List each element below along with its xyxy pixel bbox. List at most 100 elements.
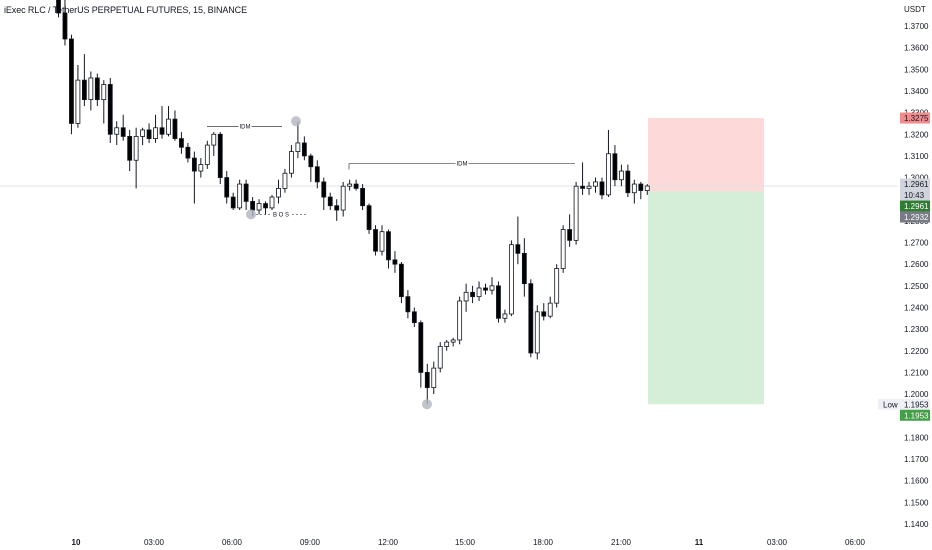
- bullish-candle-body: [347, 183, 353, 187]
- price-tick-label: 1.2300: [904, 325, 929, 334]
- bearish-candle-body: [366, 205, 372, 230]
- price-tick-label: 1.3700: [904, 22, 929, 31]
- candle: [198, 158, 204, 178]
- candle: [327, 192, 333, 211]
- idm-label-1: IDM: [240, 125, 251, 131]
- candle: [179, 132, 184, 154]
- stop-loss-zone[interactable]: [648, 118, 764, 192]
- candle: [457, 296, 463, 345]
- candle: [366, 203, 372, 234]
- candle: [81, 54, 87, 107]
- bullish-candle-body: [476, 287, 482, 298]
- bearish-candle-body: [612, 153, 618, 181]
- bullish-candle-body: [437, 346, 443, 369]
- candle: [502, 309, 508, 323]
- bearish-candle-body: [224, 177, 230, 198]
- bearish-candle-body: [263, 203, 268, 209]
- bearish-candle-body: [127, 136, 133, 161]
- bearish-candle-body: [599, 181, 605, 196]
- time-tick-label: 10: [72, 538, 81, 547]
- take-profit-zone[interactable]: [648, 191, 764, 405]
- bullish-candle-body: [534, 311, 540, 354]
- candle: [88, 71, 94, 111]
- bullish-candle-body: [340, 185, 346, 211]
- price-axis[interactable]: USDT1.37001.36001.35001.34001.33001.3200…: [904, 5, 929, 529]
- bearish-candle-body: [217, 133, 223, 178]
- bearish-candle-body: [321, 181, 327, 198]
- bullish-candle-body: [198, 164, 204, 172]
- candle: [463, 283, 469, 312]
- bearish-candle-body: [185, 146, 191, 159]
- candle: [470, 285, 475, 304]
- candle: [638, 181, 644, 200]
- currency-label: USDT: [904, 5, 926, 14]
- candle: [185, 142, 191, 163]
- bullish-candle-body: [547, 302, 553, 317]
- low-caption-value: 1.1953: [904, 400, 929, 409]
- bearish-candle-body: [172, 118, 178, 139]
- bearish-candle-body: [334, 205, 340, 211]
- time-tick-label: 12:00: [378, 538, 399, 547]
- target-price-tag-bg: [900, 112, 930, 124]
- stop-price-tag: 1.2932: [900, 211, 930, 223]
- price-tick-label: 1.1400: [904, 520, 929, 529]
- candle: [347, 179, 353, 191]
- time-axis[interactable]: 10 03:00 06:00 09:00 12:00 15:00 18:00 21:00 11 0…: [72, 538, 866, 547]
- bearish-candle-body: [638, 183, 644, 191]
- candle: [308, 153, 314, 182]
- bearish-candle-body: [386, 231, 391, 261]
- candle: [580, 162, 585, 195]
- bearish-candle-body: [405, 296, 411, 313]
- idm-label-2: IDM: [457, 161, 468, 167]
- bullish-candle-body: [88, 77, 94, 101]
- target-price-tag: 1.3275: [900, 112, 930, 124]
- bullish-candle-body: [166, 118, 171, 135]
- candle: [644, 184, 650, 195]
- bearish-candle-body: [159, 127, 165, 135]
- candle: [69, 34, 74, 135]
- bullish-candle-body: [644, 185, 650, 191]
- bullish-candle-body: [573, 185, 579, 241]
- time-tick-label: 03:00: [767, 538, 788, 547]
- bullish-candle-body: [560, 229, 566, 269]
- candle: [586, 181, 592, 195]
- swing-marker: [246, 209, 256, 220]
- candle: [230, 192, 236, 211]
- entry-price-tag-bg: [900, 200, 930, 212]
- price-tick-label: 1.3500: [904, 65, 929, 74]
- bullish-candle-body: [295, 142, 301, 152]
- candle: [276, 179, 281, 204]
- candle: [224, 171, 230, 204]
- time-tick-label: 03:00: [144, 538, 165, 547]
- candle: [392, 251, 398, 273]
- bearish-candle-body: [521, 252, 527, 285]
- entry-price-tag: 1.2961: [900, 200, 930, 212]
- candle: [534, 305, 540, 360]
- time-tick-label: 21:00: [611, 538, 632, 547]
- low-price-tag-text: 1.1953: [904, 411, 929, 420]
- bullish-candle-body: [211, 133, 217, 146]
- price-tick-label: 1.2200: [904, 347, 929, 356]
- candle: [334, 199, 340, 221]
- bearish-candle-body: [191, 157, 197, 172]
- bearish-candle-body: [411, 311, 417, 324]
- candle: [211, 132, 217, 156]
- countdown-tag-bg: [900, 189, 930, 201]
- bearish-candle-body: [541, 311, 547, 317]
- candle: [243, 179, 249, 211]
- time-tick-label: 18:00: [533, 538, 554, 547]
- bearish-candle-body: [625, 170, 631, 194]
- candle: [282, 168, 288, 193]
- candle: [269, 194, 275, 211]
- bullish-candle-body: [593, 181, 598, 187]
- price-tick-label: 1.2100: [904, 368, 929, 377]
- stop-price-tag-bg: [900, 211, 930, 223]
- bullish-candle-body: [489, 285, 495, 291]
- candle: [606, 129, 611, 198]
- bearish-candle-body: [56, 0, 61, 14]
- candle: [172, 110, 178, 141]
- candle: [567, 214, 573, 247]
- candle: [133, 127, 139, 189]
- price-tick-label: 1.2500: [904, 282, 929, 291]
